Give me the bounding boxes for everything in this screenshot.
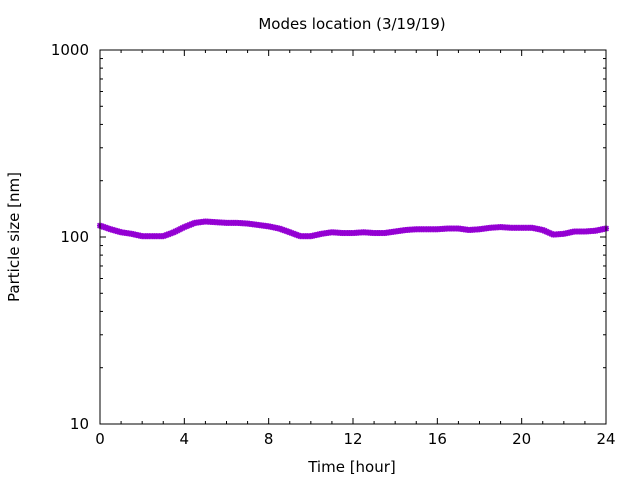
x-tick-label: 0 — [95, 430, 105, 448]
x-tick-label: 24 — [596, 430, 615, 448]
x-tick-label: 12 — [343, 430, 362, 448]
axis-ticks — [99, 49, 607, 425]
x-tick-label: 8 — [264, 430, 274, 448]
y-tick-label: 100 — [60, 228, 89, 246]
y-tick-label: 1000 — [51, 41, 89, 59]
x-tick-label: 4 — [180, 430, 190, 448]
y-axis-label: Particle size [nm] — [5, 172, 23, 302]
x-tick-label: 20 — [512, 430, 531, 448]
axis-tick-labels: 0 4 8 12 16 20 24 10 100 1000 — [51, 41, 616, 448]
x-axis-label: Time [hour] — [307, 458, 396, 476]
plot-frame — [99, 49, 607, 425]
y-tick-label: 10 — [70, 415, 89, 433]
x-tick-label: 16 — [428, 430, 447, 448]
data-points — [97, 218, 609, 240]
chart-title: Modes location (3/19/19) — [258, 15, 445, 33]
